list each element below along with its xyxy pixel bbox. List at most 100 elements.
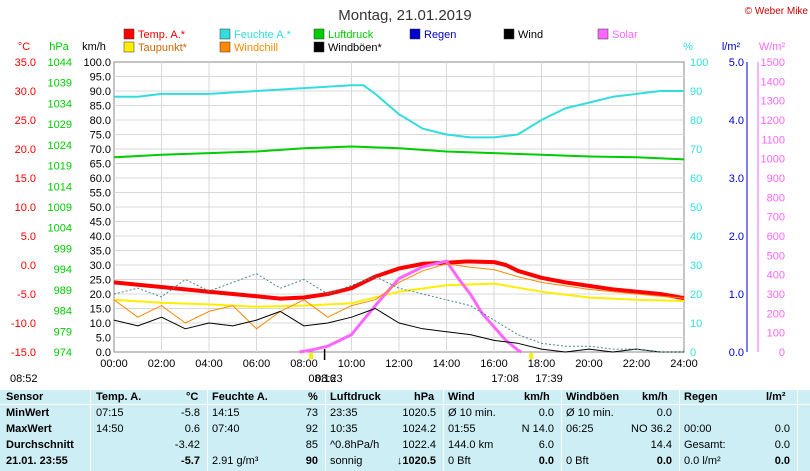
chart-legend: Temp. A.* Feuchte A.* Luftdruck Regen Wind So…: [123, 28, 638, 54]
table-cell-temp-val: -5.7: [181, 455, 200, 467]
series-line: [113, 263, 685, 330]
tick-humidity: 60: [690, 173, 702, 185]
unit-wind: km/h: [82, 41, 106, 53]
marker-sun: [529, 353, 534, 359]
table-divider: [325, 390, 326, 471]
tick-rain: 0.0: [729, 347, 744, 359]
tick-rain: 5.0: [729, 57, 744, 69]
table-cell-temp-time: 14:50: [96, 423, 124, 435]
table-cell-temp-val: -3.42: [174, 439, 200, 451]
chart-title: Montag, 21.01.2019: [338, 7, 471, 24]
tick-solar: 400: [767, 270, 785, 282]
table-cell-wind-val: 0.0: [538, 455, 554, 467]
table-cell-wind-val: N 14.0: [521, 423, 554, 435]
header-rain: Regen: [684, 391, 718, 403]
legend-swatch: [123, 28, 135, 40]
tick-rain: 1.0: [729, 289, 744, 301]
tick-humidity: 50: [690, 202, 702, 214]
tick-x: 14:00: [433, 358, 461, 370]
tick-solar: 800: [767, 192, 785, 204]
tick-pressure: 1029: [48, 119, 72, 131]
tick-pressure: 974: [54, 347, 72, 359]
legend-swatch: [123, 41, 135, 53]
marker-sun: [309, 353, 314, 359]
table-cell-rain-a: Gesamt:: [684, 439, 726, 451]
table-cell-hum-val: 73: [305, 407, 318, 419]
table-cell-pres-time: sonnig: [330, 455, 363, 467]
stats-table: Sensor Temp. A. °C Feuchte A. % Luftdruc…: [0, 390, 810, 471]
tick-temp: 30.0: [15, 86, 36, 98]
chart-grid: [113, 61, 685, 353]
tick-humidity: 10: [690, 318, 702, 330]
table-cell-temp-time: 07:15: [96, 407, 124, 419]
tick-wind: 100.0: [83, 57, 111, 69]
table-cell-wind-val: 6.0: [538, 439, 554, 451]
tick-x: 06:00: [243, 358, 271, 370]
tick-solar: 600: [767, 231, 785, 243]
tick-x: 16:00: [480, 358, 508, 370]
table-cell-pres-val: ↓1020.5: [396, 455, 436, 467]
tick-wind: 20.0: [90, 289, 111, 301]
tick-solar: 1500: [761, 57, 785, 69]
tick-humidity: 40: [690, 231, 702, 243]
table-cell-pres-time: ^0.8hPa/h: [330, 439, 380, 451]
tick-rain: 4.0: [729, 115, 744, 127]
legend-swatch: [219, 28, 231, 40]
table-cell-rain-val: 0.0: [774, 439, 790, 451]
tick-temp: 35.0: [15, 57, 36, 69]
tick-solar: 1200: [761, 115, 785, 127]
tick-humidity: 30: [690, 260, 702, 272]
tick-solar: 700: [767, 212, 785, 224]
tick-rain: 3.0: [729, 173, 744, 185]
chart-axes: 100.095.090.085.080.075.070.065.060.055.…: [11, 57, 785, 370]
legend-label: Feuchte A.*: [234, 29, 292, 41]
table-cell-gust-a: Ø 10 min.: [566, 407, 614, 419]
legend-label: Solar: [612, 29, 638, 41]
table-divider: [561, 390, 562, 471]
table-divider: [0, 404, 810, 405]
tick-solar: 1300: [761, 96, 785, 108]
tick-solar: 200: [767, 308, 785, 320]
legend-swatch: [313, 28, 325, 40]
tick-pressure: 994: [54, 264, 72, 276]
table-cell-temp-val: -5.8: [181, 407, 200, 419]
header-temp: Temp. A.: [96, 391, 142, 403]
header-humidity-unit: %: [308, 391, 318, 403]
tick-humidity: 100: [690, 57, 708, 69]
unit-humidity: %: [683, 41, 693, 53]
tick-wind: 55.0: [90, 188, 111, 200]
tick-x: 20:00: [575, 358, 603, 370]
table-divider: [679, 390, 680, 471]
tick-x: 10:00: [338, 358, 366, 370]
tick-wind: 90.0: [90, 86, 111, 98]
tick-pressure: 979: [54, 326, 72, 338]
table-cell-wind-a: 0 Bft: [448, 455, 471, 467]
tick-pressure: 1004: [48, 223, 72, 235]
unit-rain: l/m²: [722, 41, 741, 53]
table-cell-wind-a: 144.0 km: [448, 439, 494, 451]
table-cell-rain-val: 0.0: [774, 455, 790, 467]
series-line: [113, 308, 684, 353]
marker-label: 17:08: [491, 373, 519, 385]
weather-chart: Montag, 21.01.2019 © Weber Mike Temp. A.…: [10, 6, 808, 385]
table-cell-wind-val: 0.0: [538, 407, 554, 419]
tick-humidity: 20: [690, 289, 702, 301]
table-cell-wind-a: Ø 10 min.: [448, 407, 496, 419]
tick-humidity: 90: [690, 86, 702, 98]
tick-solar: 300: [767, 289, 785, 301]
tick-wind: 25.0: [90, 275, 111, 287]
marker-label: 17:39: [535, 373, 563, 385]
tick-wind: 80.0: [90, 115, 111, 127]
table-cell-pres-val: 1020.5: [402, 407, 436, 419]
header-temp-unit: °C: [186, 391, 199, 403]
tick-pressure: 1034: [48, 98, 72, 110]
chart-series: [113, 84, 685, 354]
header-wind: Wind: [448, 391, 475, 403]
marker-label: 08:52: [10, 373, 38, 385]
table-cell-rain-val: 0.0: [774, 423, 790, 435]
table-cell-wind-a: 01:55: [448, 423, 476, 435]
tick-wind: 10.0: [90, 318, 111, 330]
tick-solar: 0: [779, 347, 785, 359]
header-pressure-unit: hPa: [414, 391, 435, 403]
legend-label: Taupunkt*: [138, 42, 188, 54]
